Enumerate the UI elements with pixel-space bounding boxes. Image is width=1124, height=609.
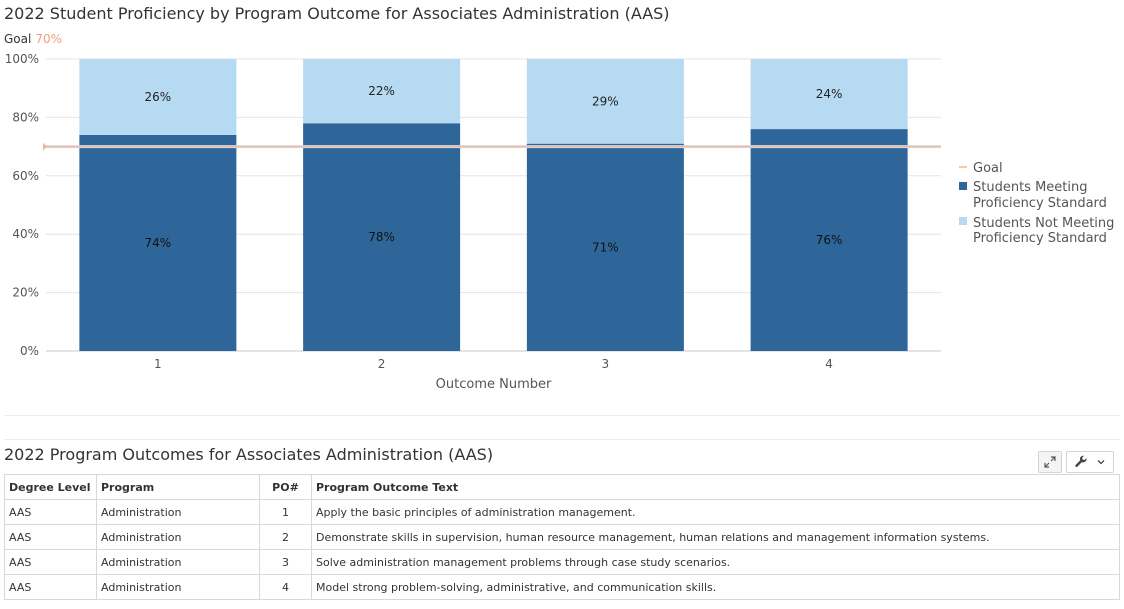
cell-degree-level: AAS: [4, 574, 97, 600]
x-tick-label: 2: [378, 357, 386, 371]
data-label: 22%: [368, 84, 395, 98]
bar-meeting-standard: [526, 143, 684, 351]
tools-menu-button[interactable]: [1066, 451, 1114, 473]
table-title: 2022 Program Outcomes for Associates Adm…: [4, 445, 494, 464]
chart-title: 2022 Student Proficiency by Program Outc…: [4, 4, 670, 23]
goal-layer: [43, 142, 941, 151]
data-label: 24%: [816, 87, 843, 101]
cell-program: Administration: [96, 549, 260, 575]
data-label: 74%: [145, 236, 172, 250]
x-tick-label: 1: [154, 357, 162, 371]
labels-layer: 74% 26% 78% 22% 71% 29% 76% 24%: [145, 84, 843, 254]
proficiency-chart: 74% 26% 78% 22% 71% 29% 76% 24% 0% 20% 40% 60% 80% 1…: [5, 52, 1115, 392]
section-divider: [4, 439, 1120, 440]
cell-po-number: 1: [259, 499, 312, 525]
cell-outcome-text: Solve administration management problems…: [311, 549, 1120, 575]
table-row: AAS Administration 1 Apply the basic pri…: [4, 499, 1120, 525]
goal-marker: [43, 142, 47, 151]
bar-not-meeting-standard: [526, 59, 684, 144]
goal-indicator-value: 70%: [35, 32, 62, 46]
legend-not-meeting-swatch: [959, 217, 967, 225]
cell-degree-level: AAS: [4, 499, 97, 525]
column-header-po-number[interactable]: PO#: [259, 474, 312, 500]
cell-po-number: 4: [259, 574, 312, 600]
y-tick-label: 60%: [12, 169, 39, 183]
cell-outcome-text: Demonstrate skills in supervision, human…: [311, 524, 1120, 550]
cell-po-number: 2: [259, 524, 312, 550]
goal-indicator: Goal 70%: [4, 32, 62, 46]
table-row: AAS Administration 3 Solve administratio…: [4, 549, 1120, 575]
cell-program: Administration: [96, 524, 260, 550]
bar-meeting-standard: [303, 123, 461, 352]
legend-meeting-label-line2: Proficiency Standard: [973, 196, 1107, 211]
legend-meeting-swatch: [959, 182, 967, 190]
column-header-outcome-text[interactable]: Program Outcome Text: [311, 474, 1120, 500]
data-label: 71%: [592, 240, 619, 254]
x-tick-label: 3: [602, 357, 610, 371]
y-tick-label: 0%: [20, 344, 39, 358]
data-label: 76%: [816, 233, 843, 247]
x-axis-label: Outcome Number: [436, 377, 552, 392]
bar-meeting-standard: [79, 134, 237, 351]
chevron-down-icon: [1097, 460, 1105, 465]
section-divider: [4, 415, 1120, 416]
column-header-program[interactable]: Program: [96, 474, 260, 500]
cell-outcome-text: Model strong problem-solving, administra…: [311, 574, 1120, 600]
y-tick-label: 40%: [12, 227, 39, 241]
legend-not-meeting-label-line2: Proficiency Standard: [973, 231, 1107, 246]
y-tick-label: 80%: [12, 110, 39, 124]
goal-indicator-label: Goal: [4, 32, 32, 46]
wrench-icon: [1075, 455, 1087, 467]
cell-po-number: 3: [259, 549, 312, 575]
bar-meeting-standard: [750, 129, 908, 351]
bars-layer: [79, 59, 908, 352]
data-label: 29%: [592, 94, 619, 108]
x-tick-label: 4: [825, 357, 833, 371]
y-tick-label: 100%: [5, 52, 39, 66]
legend-not-meeting-label-line1: Students Not Meeting: [973, 216, 1114, 231]
cell-program: Administration: [96, 574, 260, 600]
table-header-row: Degree Level Program PO# Program Outcome…: [4, 474, 1120, 500]
expand-icon: [1044, 456, 1056, 468]
table-row: AAS Administration 2 Demonstrate skills …: [4, 524, 1120, 550]
expand-button[interactable]: [1038, 451, 1062, 473]
cell-degree-level: AAS: [4, 524, 97, 550]
bar-not-meeting-standard: [750, 59, 908, 130]
cell-degree-level: AAS: [4, 549, 97, 575]
bar-not-meeting-standard: [79, 59, 237, 135]
data-label: 78%: [368, 230, 395, 244]
cell-program: Administration: [96, 499, 260, 525]
table-row: AAS Administration 4 Model strong proble…: [4, 574, 1120, 600]
data-label: 26%: [145, 90, 172, 104]
y-tick-label: 20%: [12, 286, 39, 300]
legend-meeting-label-line1: Students Meeting: [973, 180, 1088, 195]
legend-goal-label: Goal: [973, 161, 1003, 176]
column-header-degree-level[interactable]: Degree Level: [4, 474, 97, 500]
cell-outcome-text: Apply the basic principles of administra…: [311, 499, 1120, 525]
axis-layer: 0% 20% 40% 60% 80% 100% 1 2 3 4 Outcome Number: [5, 52, 833, 392]
outcomes-table: Degree Level Program PO# Program Outcome…: [4, 474, 1120, 600]
bar-not-meeting-standard: [303, 59, 461, 124]
